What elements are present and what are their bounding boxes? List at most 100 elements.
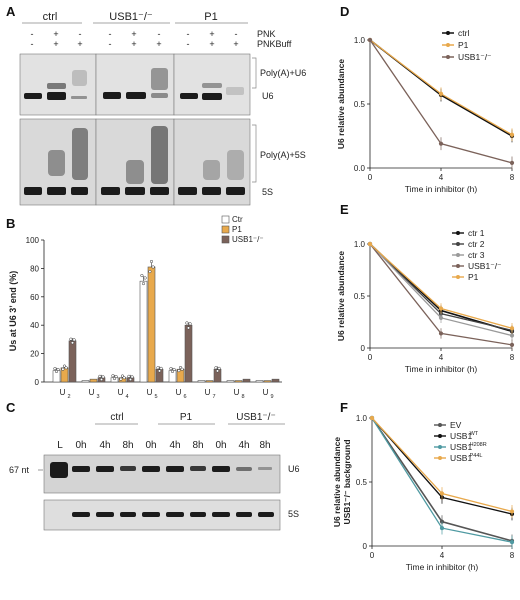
panel-b-label: B — [6, 216, 15, 231]
line-chart-f: 0 0.5 1.0 0 4 8 Time in inhibitor (h) U6 relati… — [332, 414, 515, 572]
pnkbuff-sign: + — [77, 39, 82, 49]
time-label: 0h — [145, 440, 156, 451]
replicate-point — [157, 369, 162, 373]
data-point — [439, 525, 445, 531]
replicate-point — [217, 366, 221, 370]
replicate-point — [151, 265, 155, 269]
replicate-point — [172, 367, 176, 372]
legend-marker — [456, 231, 460, 235]
bar-p1 — [147, 266, 156, 383]
legend-label: ctrl — [458, 28, 469, 38]
blot-top-bands — [24, 68, 244, 100]
x-tick-label: U — [205, 388, 211, 397]
replicate-point — [141, 282, 146, 286]
y-tick-label: 20 — [30, 350, 39, 359]
y-tick-label: 60 — [30, 293, 39, 302]
x-tick-subscript: 3 — [97, 394, 100, 400]
y-tick-label: 0 — [363, 542, 368, 551]
replicate-point — [188, 322, 192, 326]
time-label: 4h — [238, 440, 249, 451]
x-axis-label: Time in inhibitor (h) — [405, 364, 478, 374]
replicate-point — [215, 369, 220, 373]
data-point — [509, 132, 515, 137]
line-chart-e: 0 0.5 1.0 0 4 8 Time in inhibitor (h) U6 relati… — [336, 228, 515, 374]
legend-label: P1 — [468, 272, 479, 282]
blot-c-bottom-bands — [72, 512, 274, 517]
data-point — [438, 331, 444, 336]
pnkbuff-sign: + — [209, 39, 214, 49]
ladder-label: L — [57, 440, 63, 451]
pnkbuff-sign: - — [31, 39, 34, 49]
y-tick-label: 0.5 — [354, 292, 366, 301]
replicate-point — [130, 375, 134, 379]
data-point — [509, 333, 515, 338]
pnk-sign: - — [31, 29, 34, 39]
replicate-point — [54, 369, 59, 374]
c-group-label-ctrl: ctrl — [110, 412, 123, 423]
replicate-point — [98, 374, 102, 378]
x-tick-label: 4 — [439, 173, 444, 182]
legend-marker — [438, 445, 442, 449]
data-point — [509, 342, 515, 347]
y-axis-label: U6 relative abundance — [336, 59, 346, 150]
y-axis-label-2: USB1⁻/⁻ background — [342, 439, 352, 524]
data-point — [438, 141, 444, 146]
bar-usb1 — [68, 340, 77, 383]
x-tick-subscript: 8 — [242, 394, 245, 400]
pnkbuff-sign: + — [131, 39, 136, 49]
x-tick-label: U — [263, 388, 269, 397]
legend-label: USB1⁻/⁻ — [232, 235, 264, 244]
replicate-point — [185, 321, 189, 325]
blot-bottom-bands — [24, 126, 245, 195]
time-label: 4h — [99, 440, 110, 451]
y-tick-label: 1.0 — [356, 414, 368, 423]
replicate-point — [112, 377, 117, 381]
data-point — [367, 37, 373, 43]
replicate-point — [72, 338, 76, 342]
replicate-point — [61, 367, 65, 371]
legend-label: EV — [450, 420, 462, 430]
legend-label: ctr 3 — [468, 250, 485, 260]
legend-marker — [456, 275, 460, 279]
time-label: 8h — [192, 440, 203, 451]
x-tick-label: U — [147, 388, 153, 397]
legend-marker — [456, 242, 460, 246]
legend-marker — [446, 31, 450, 35]
bar-p1 — [263, 380, 272, 383]
x-tick-label: 8 — [510, 173, 515, 182]
bracket-bottom — [252, 124, 257, 183]
legend-label-superscript: P44L — [470, 453, 483, 459]
time-labels-c: 0h 4h 8h 0h 4h 8h 0h 4h 8h — [75, 440, 270, 451]
y-tick-label: 80 — [30, 264, 39, 273]
legend-label: USB1⁻/⁻ — [468, 261, 502, 271]
replicate-point — [156, 366, 160, 370]
x-tick-subscript: 9 — [271, 394, 274, 400]
replicate-point — [101, 375, 105, 379]
c-band-top-label: U6 — [288, 464, 300, 474]
replicate-point — [114, 375, 118, 379]
x-tick-label: 8 — [510, 551, 515, 560]
legend-marker — [456, 264, 460, 268]
x-tick-subscript: 4 — [126, 394, 129, 400]
replicate-point — [69, 337, 73, 341]
replicate-point — [177, 369, 181, 373]
legend-label: USB1⁻/⁻ — [458, 52, 492, 62]
legend-marker — [446, 43, 450, 47]
x-tick-label: 0 — [368, 353, 373, 362]
x-tick-subscript: 7 — [213, 394, 216, 400]
y-tick-label: 40 — [30, 321, 39, 330]
time-label: 8h — [122, 440, 133, 451]
data-point — [438, 306, 444, 311]
x-tick-label: U — [118, 388, 124, 397]
x-tick-label: 0 — [370, 551, 375, 560]
pnkbuff-sign: + — [156, 39, 161, 49]
time-label: 0h — [215, 440, 226, 451]
bar-p1 — [205, 380, 214, 383]
bar-usb1 — [242, 378, 251, 383]
bar-usb1 — [184, 324, 193, 383]
marker-label: 67 nt — [9, 465, 30, 475]
x-tick-label: U — [89, 388, 95, 397]
bar-ctr — [226, 380, 235, 383]
x-axis-label: Time in inhibitor (h) — [406, 562, 479, 572]
